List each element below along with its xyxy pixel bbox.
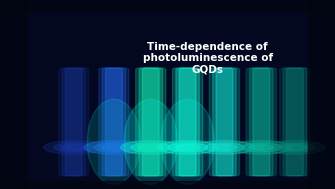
Ellipse shape [61,145,86,150]
FancyBboxPatch shape [62,68,85,176]
FancyBboxPatch shape [102,68,126,176]
FancyBboxPatch shape [176,68,199,176]
Ellipse shape [265,141,325,154]
FancyBboxPatch shape [136,68,166,176]
FancyBboxPatch shape [283,68,307,176]
Ellipse shape [212,145,237,150]
Y-axis label: PL Intensity [a.u.]: PL Intensity [a.u.] [23,38,33,125]
Ellipse shape [282,145,308,150]
FancyBboxPatch shape [216,68,233,176]
Ellipse shape [241,143,281,152]
FancyBboxPatch shape [139,68,162,176]
Bar [0,0,335,11]
Ellipse shape [249,145,274,150]
FancyBboxPatch shape [173,68,203,176]
Ellipse shape [275,143,315,152]
Ellipse shape [94,143,134,152]
FancyBboxPatch shape [246,68,276,176]
Ellipse shape [157,141,218,154]
Ellipse shape [84,141,144,154]
Text: Time-dependence of
photoluminescence of
GQDs: Time-dependence of photoluminescence of … [143,42,273,75]
Ellipse shape [44,141,104,154]
Ellipse shape [87,99,141,184]
Ellipse shape [194,141,255,154]
Ellipse shape [161,99,214,184]
Ellipse shape [102,145,127,150]
FancyBboxPatch shape [213,68,236,176]
FancyBboxPatch shape [253,68,270,176]
FancyBboxPatch shape [280,68,310,176]
Ellipse shape [168,143,208,152]
X-axis label: Reaction time [min]: Reaction time [min] [82,174,179,184]
Bar [0,0,27,189]
FancyBboxPatch shape [250,68,273,176]
FancyBboxPatch shape [286,68,303,176]
FancyBboxPatch shape [65,68,82,176]
Ellipse shape [54,143,94,152]
Ellipse shape [131,143,171,152]
Ellipse shape [204,143,245,152]
Ellipse shape [121,141,181,154]
FancyBboxPatch shape [106,68,122,176]
Ellipse shape [231,141,291,154]
Ellipse shape [138,145,163,150]
FancyBboxPatch shape [142,68,159,176]
Ellipse shape [175,145,200,150]
FancyBboxPatch shape [99,68,129,176]
FancyBboxPatch shape [59,68,89,176]
FancyBboxPatch shape [179,68,196,176]
FancyBboxPatch shape [209,68,240,176]
Bar [308,0,335,189]
Ellipse shape [124,99,178,184]
Bar [0,181,335,189]
